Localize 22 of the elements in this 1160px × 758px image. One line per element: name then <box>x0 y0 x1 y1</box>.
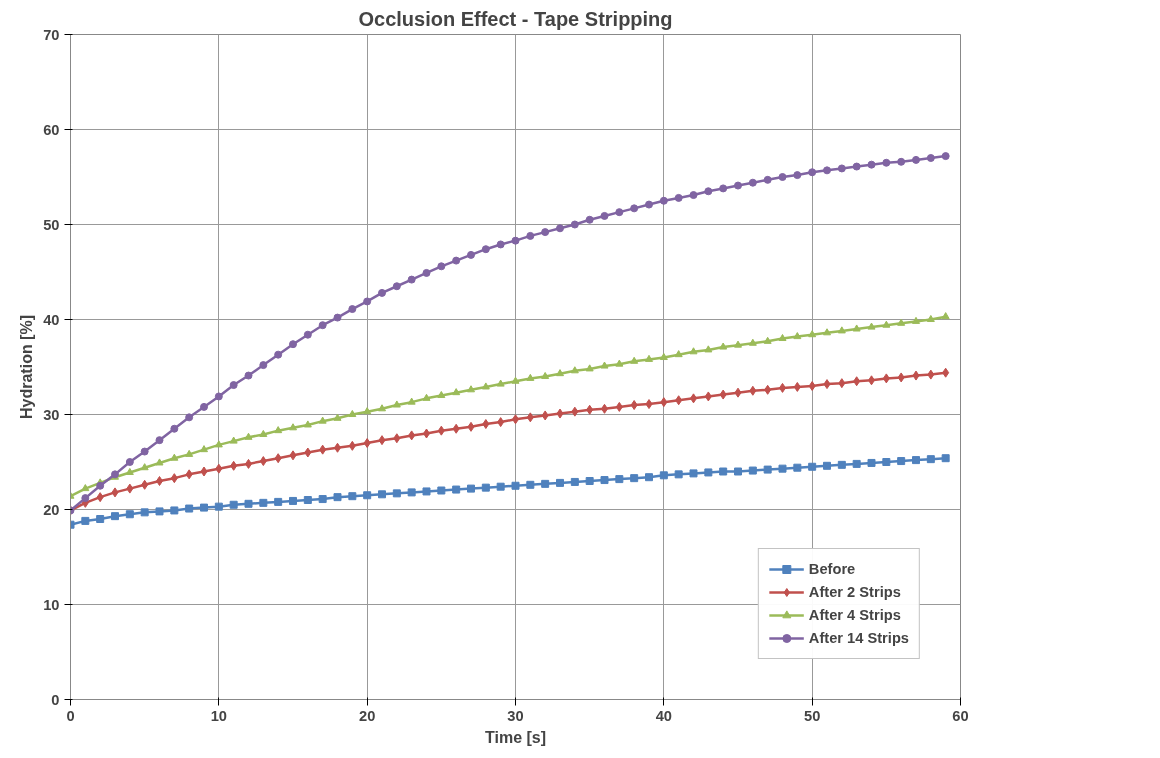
x-tick-label: 0 <box>66 707 75 724</box>
y-tick-label: 60 <box>43 121 60 138</box>
x-tick-label: 20 <box>359 707 376 724</box>
y-tick-label: 0 <box>51 691 60 708</box>
x-tick-label: 40 <box>655 707 672 724</box>
y-tick-label: 50 <box>43 216 60 233</box>
x-tick-label: 30 <box>507 707 524 724</box>
x-tick-label: 50 <box>804 707 821 724</box>
y-tick-label: 70 <box>43 26 60 43</box>
x-tick-label: 60 <box>952 707 969 724</box>
y-axis-title: Hydration [%] <box>18 315 36 419</box>
x-axis-title: Time [s] <box>484 728 547 746</box>
x-tick-label: 10 <box>210 707 227 724</box>
y-tick-label: 40 <box>43 311 60 328</box>
y-tick-label: 30 <box>43 406 60 423</box>
y-tick-label: 10 <box>43 596 60 613</box>
legend-label: After 2 Strips <box>808 584 901 600</box>
legend-label: After 14 Strips <box>808 630 909 646</box>
legend-label: Before <box>808 561 856 577</box>
legend-label: After 4 Strips <box>808 607 901 623</box>
y-tick-label: 20 <box>43 501 60 518</box>
chart-title: Occlusion Effect - Tape Stripping <box>358 7 673 30</box>
